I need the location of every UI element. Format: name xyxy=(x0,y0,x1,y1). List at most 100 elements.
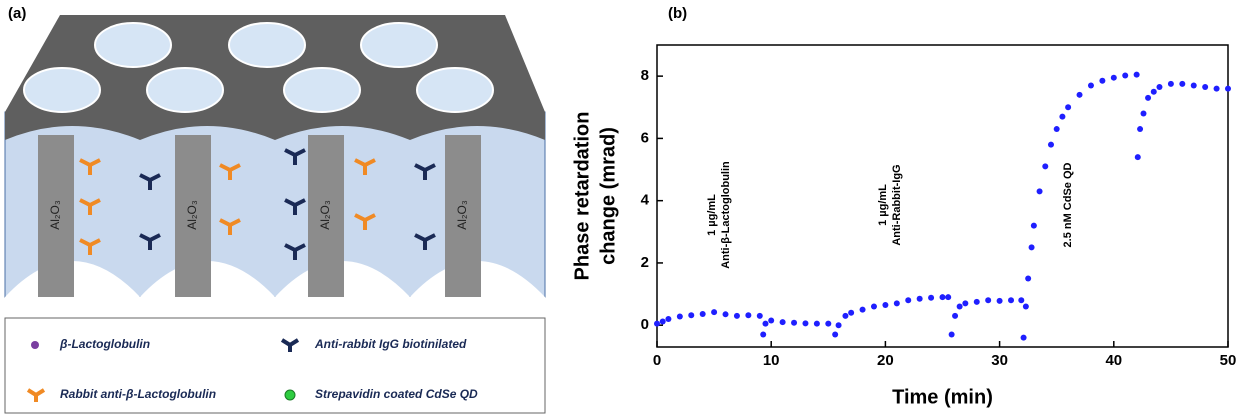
data-point xyxy=(1167,80,1174,87)
data-point xyxy=(1020,334,1027,341)
data-point xyxy=(1122,72,1129,79)
data-point xyxy=(791,319,798,326)
data-point xyxy=(659,318,666,325)
legend-label: Anti-rabbit IgG biotinilated xyxy=(314,337,467,351)
data-point xyxy=(832,331,839,338)
data-point xyxy=(779,319,786,326)
data-point xyxy=(996,297,1003,304)
data-point xyxy=(859,306,866,313)
data-point xyxy=(945,294,952,301)
data-point xyxy=(762,320,769,327)
legend-symbol xyxy=(280,338,300,352)
data-point xyxy=(1036,188,1043,195)
y-tick-label: 2 xyxy=(641,254,649,271)
data-point xyxy=(1110,74,1117,81)
data-point xyxy=(813,320,820,327)
data-point xyxy=(1190,82,1197,89)
data-point xyxy=(1025,275,1032,282)
data-point xyxy=(1053,126,1060,133)
data-point xyxy=(760,331,767,338)
data-point xyxy=(768,317,775,324)
panel-label: (a) xyxy=(8,5,26,22)
annotation: Anti-β-Lactoglobulin xyxy=(720,161,732,269)
x-tick-label: 10 xyxy=(763,352,780,369)
data-point xyxy=(948,331,955,338)
data-point xyxy=(1047,141,1054,148)
data-point xyxy=(1145,94,1152,101)
data-point xyxy=(1179,80,1186,87)
data-point xyxy=(956,303,963,310)
data-point xyxy=(688,312,695,319)
data-point xyxy=(842,312,849,319)
data-point xyxy=(952,312,959,319)
data-point xyxy=(711,309,718,316)
data-point xyxy=(654,320,660,327)
data-point xyxy=(1022,303,1029,310)
data-point xyxy=(848,309,855,316)
panel-label: (b) xyxy=(668,5,687,22)
data-point xyxy=(1087,82,1094,89)
data-point xyxy=(893,300,900,307)
alumina xyxy=(38,135,74,297)
y-axis-label: change (mrad) xyxy=(597,127,619,265)
x-tick-label: 20 xyxy=(877,352,894,369)
data-point xyxy=(1076,91,1083,98)
y-tick-label: 8 xyxy=(641,67,649,84)
x-tick-label: 30 xyxy=(991,352,1008,369)
data-point xyxy=(835,322,842,329)
data-point xyxy=(676,313,683,320)
annotation: Anti-Rabbit-IgG xyxy=(891,164,903,245)
data-point xyxy=(1099,77,1106,84)
pore-label: Al₂O₃ xyxy=(318,200,332,230)
data-point xyxy=(722,311,729,318)
legend-label: Rabbit anti-β-Lactoglobulin xyxy=(60,387,216,401)
data-point xyxy=(1059,113,1066,120)
annotation: 2.5 nM CdSe QD xyxy=(1062,162,1074,247)
data-point xyxy=(1028,244,1035,251)
alumina xyxy=(445,135,481,297)
data-point xyxy=(1202,84,1209,91)
x-axis-label: Time (min) xyxy=(892,386,993,408)
data-point xyxy=(973,298,980,305)
data-point xyxy=(1150,88,1157,95)
x-tick-label: 0 xyxy=(653,352,661,369)
data-point xyxy=(1225,85,1231,92)
pore-openings xyxy=(23,22,494,113)
data-point xyxy=(1134,154,1141,161)
y-tick-label: 0 xyxy=(641,316,649,333)
data-point xyxy=(1133,71,1140,78)
data-point xyxy=(745,312,752,319)
legend-label: Strepavidin coated CdSe QD xyxy=(315,387,478,401)
y-tick-label: 6 xyxy=(641,129,649,146)
legend-label: β-Lactoglobulin xyxy=(59,337,150,351)
data-point xyxy=(1018,297,1025,304)
y-tick-label: 4 xyxy=(641,192,650,209)
legend-box xyxy=(4,317,546,414)
data-point xyxy=(1008,297,1015,304)
data-point xyxy=(939,294,946,301)
membrane-rim xyxy=(5,112,545,140)
data-point xyxy=(802,320,809,327)
data-point xyxy=(1030,222,1037,229)
legend-symbol xyxy=(284,389,296,401)
annotation: 1 µg/mL xyxy=(706,194,718,236)
alumina xyxy=(308,135,344,297)
membrane xyxy=(4,15,546,300)
antibodies xyxy=(79,148,436,260)
legend-symbol xyxy=(26,388,46,402)
data-point xyxy=(733,312,740,319)
pore-label: Al₂O₃ xyxy=(455,200,469,230)
data-point xyxy=(1137,126,1144,133)
pore-label: Al₂O₃ xyxy=(185,200,199,230)
data-point xyxy=(699,310,706,317)
data-point xyxy=(665,315,672,322)
data-point xyxy=(1042,163,1049,170)
data-point xyxy=(1065,104,1072,111)
x-tick-label: 50 xyxy=(1220,352,1237,369)
data-point xyxy=(985,297,992,304)
y-axis-label: Phase retardation xyxy=(571,112,593,281)
plot-frame xyxy=(656,44,1229,348)
data-point xyxy=(905,297,912,304)
